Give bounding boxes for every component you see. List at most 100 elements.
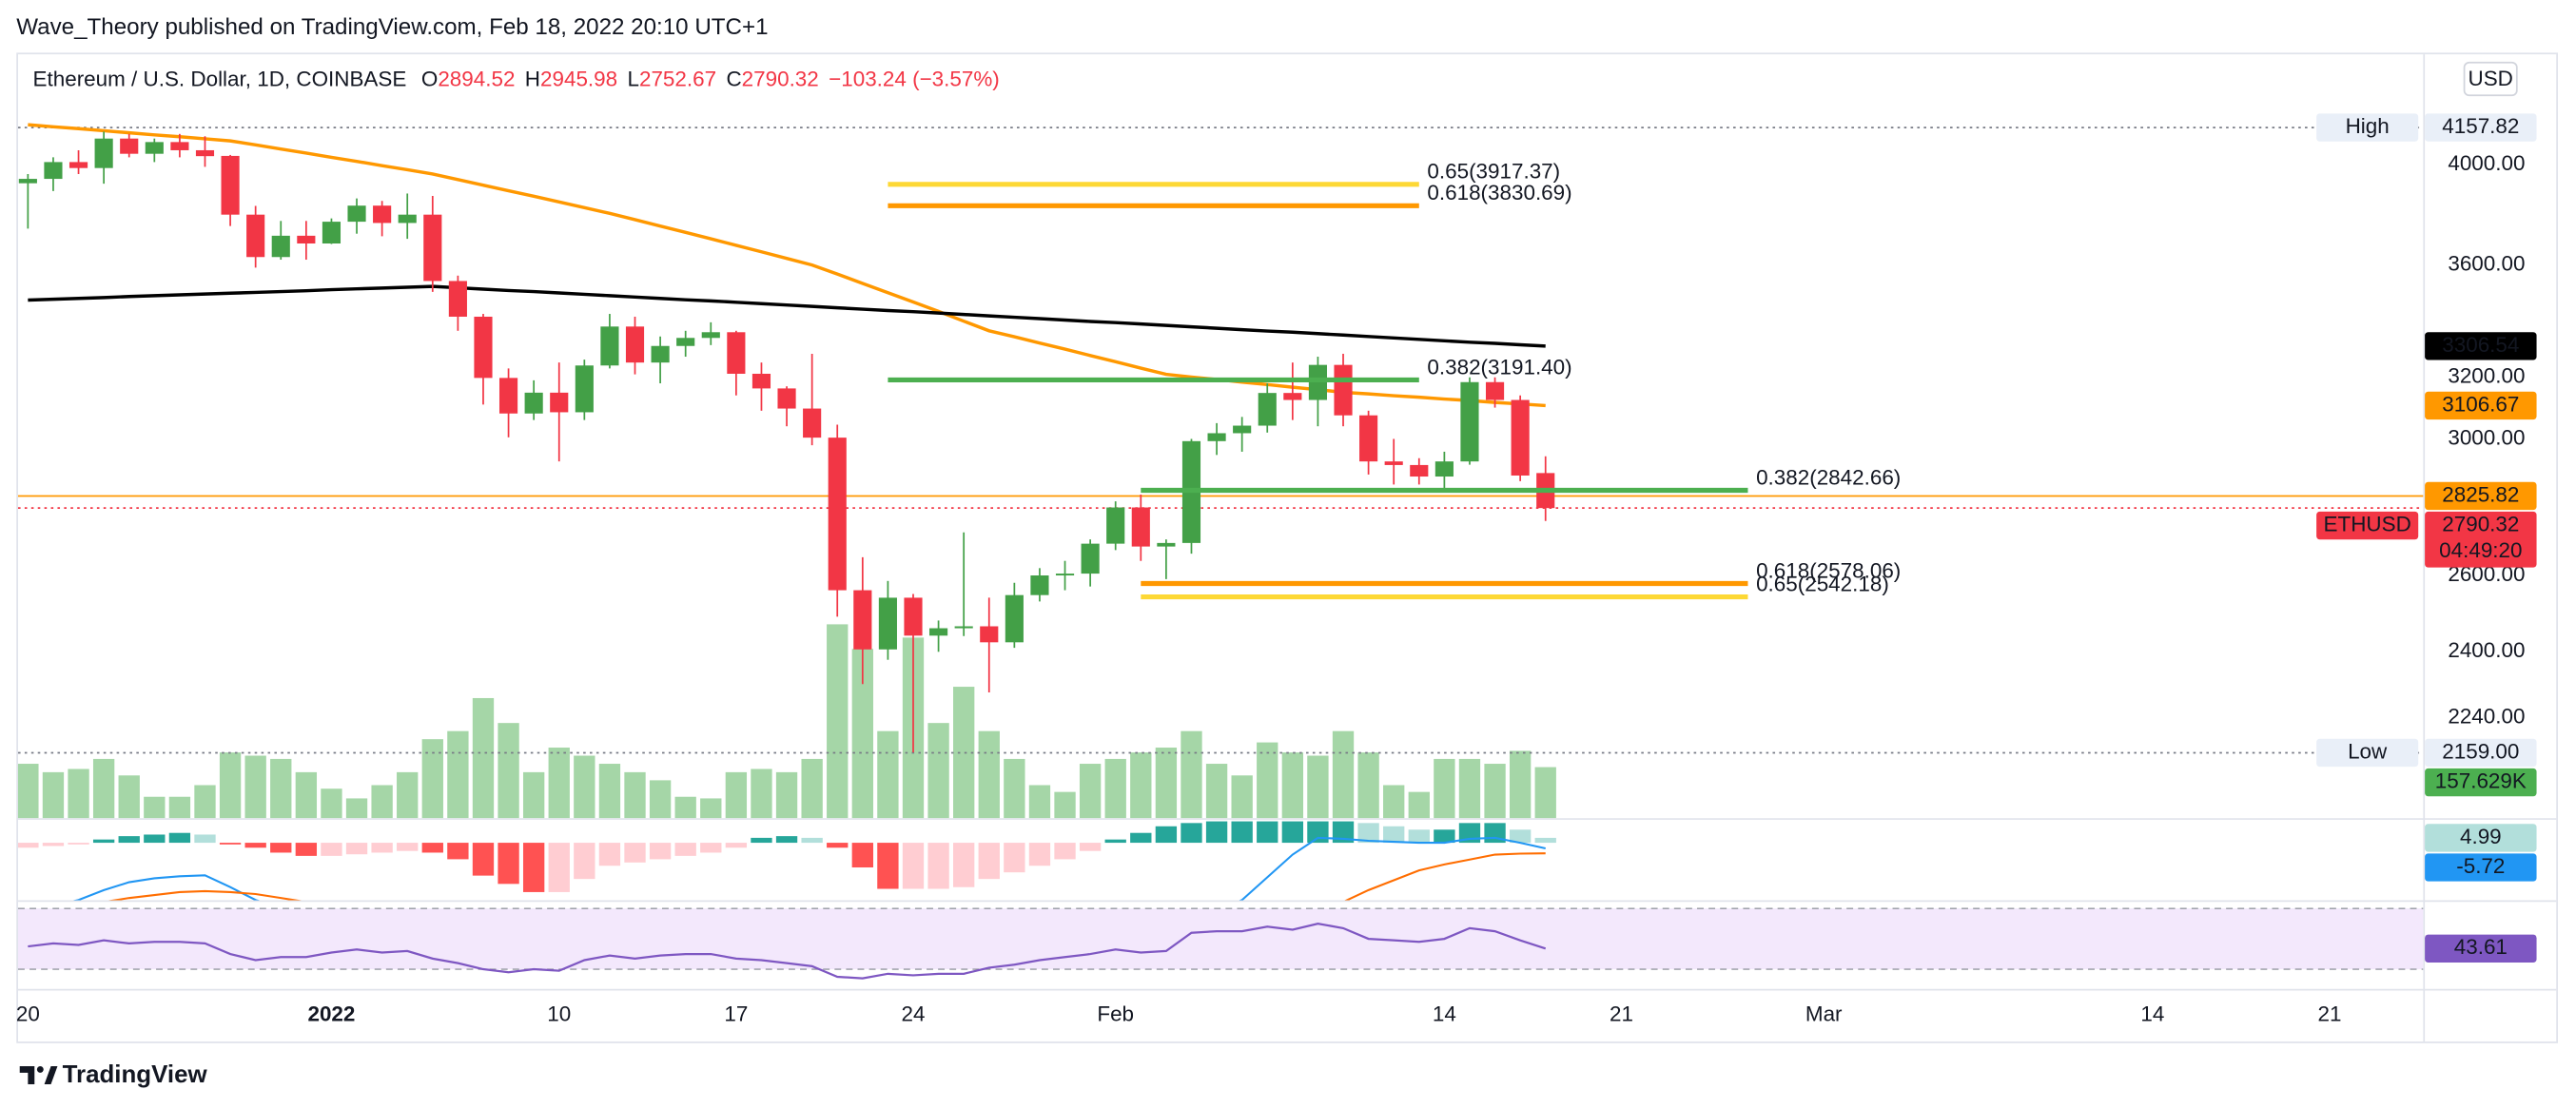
volume-bar [674,796,696,819]
button-frame[interactable] [2463,61,2518,97]
line-tag [2316,738,2419,768]
volume-bar [1434,758,1455,819]
volume-bar [68,769,89,819]
volume-bar [649,780,672,819]
volume-bar [270,758,292,819]
macd-histogram-bar [1257,821,1278,844]
macd-histogram-bar [1357,823,1379,844]
fib-label: 0.618(3830.69) [1427,181,1571,204]
x-tick-label: Feb [1097,1002,1134,1025]
volume-bar [1028,785,1051,819]
macd-histogram-bar [649,843,672,860]
macd-histogram-bar [371,843,393,853]
brand: TradingView [63,1061,208,1088]
volume-bar [1307,755,1329,819]
candle-body [625,326,645,363]
volume-bar [1004,758,1025,819]
axis-tag-label: 43.61 [2454,935,2508,959]
x-tick-label: 17 [724,1002,748,1025]
volume-bar [1205,764,1228,819]
macd-histogram-bar [1307,821,1329,844]
candle-body [145,142,164,154]
rsi-band [17,908,2424,970]
button-label[interactable]: USD [2469,67,2513,90]
y-tick-label: 4000.00 [2448,151,2525,175]
volume-bar [219,752,242,819]
macd-histogram-bar [295,843,318,856]
line-tag [2316,511,2419,540]
candle-body [94,138,113,168]
macd-histogram-bar [624,843,646,863]
legend: Ethereum / U.S. Dollar, 1D, COINBASE O289… [33,68,1000,91]
candle-body [1030,575,1049,595]
volume-bar [1257,742,1278,819]
candle-body [1207,433,1226,441]
macd-histogram-bar [472,843,495,876]
candle-body [120,138,139,154]
macd-histogram-bar [17,843,39,848]
fib-label: 0.382(2842.66) [1756,465,1901,489]
macd-histogram-bar [751,837,772,844]
axis-tag [2425,391,2537,420]
volume-bar [522,771,545,819]
macd-line [72,836,1546,901]
volume-bar [851,649,873,819]
axis-tag [2425,824,2537,852]
volume-bar [447,730,469,819]
volume-bar [17,764,39,819]
candle-body [398,214,417,224]
volume-bar [1357,752,1379,819]
macd-histogram-bar [1028,843,1051,866]
y-tick-label: 2240.00 [2448,704,2525,728]
plot-layer: 4000.003600.003200.003000.002600.002400.… [16,113,2537,1025]
macd-histogram-bar [1079,843,1102,851]
volume-bar [624,771,646,819]
volume-bar [1383,785,1405,819]
macd-histogram-bar [1155,826,1178,844]
axis-tag [2425,481,2537,511]
line-tag [2316,113,2419,142]
candle-body [929,628,948,636]
candle-body [474,316,493,379]
volume-bar [827,624,849,819]
volume-bar [978,730,1000,819]
macd-histogram-bar [827,843,849,848]
x-tick-label: 14 [2140,1002,2164,1025]
candle-body [600,326,619,366]
macd-histogram-bar [700,843,722,853]
brand-logo [19,1065,58,1084]
volume-bar [397,771,419,819]
currency-button[interactable]: USD [2463,61,2518,97]
candle-body [347,205,366,223]
candle-body [18,179,37,184]
candle-body [1511,399,1530,476]
legend-open: 2894.52 [438,68,515,91]
candle-body [1131,507,1150,547]
macd-histogram-bar [321,843,342,856]
macd-histogram-bar [953,843,975,887]
x-tick-label: 20 [16,1002,40,1025]
axis-tag [2425,332,2537,360]
volume-bar [244,755,266,819]
candle-body [297,235,316,243]
line-tag-label: ETHUSD [2324,512,2411,535]
x-tick-label: 24 [902,1002,926,1025]
x-tick-label: 14 [1433,1002,1456,1025]
macd-histogram-bar [270,843,292,853]
axis-tag [2425,768,2537,797]
axis-tag-label: 157.629K [2435,769,2527,792]
legend-close: 2790.32 [742,68,819,91]
macd-histogram-bar [775,836,798,844]
macd-histogram-bar [1054,843,1076,860]
moving-average [28,284,1546,348]
volume-bar [725,771,748,819]
volume-bar [548,748,570,819]
candle-body [1055,574,1075,576]
macd-histogram-bar [927,843,949,889]
y-tick-label: 3200.00 [2448,364,2525,388]
macd-histogram-bar [1130,832,1152,844]
volume-bar [295,771,318,819]
macd-histogram-bar [447,843,469,860]
macd-histogram-bar [498,843,519,885]
volume-bar [598,764,621,819]
